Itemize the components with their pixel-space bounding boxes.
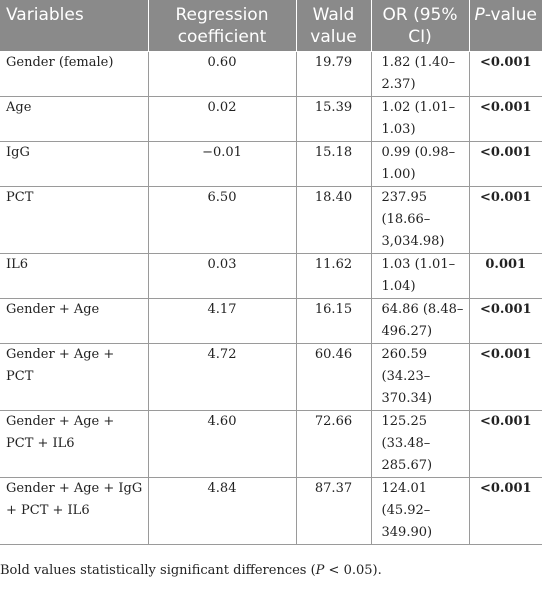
cell-variable: Gender + Age + PCT + IL6: [0, 410, 149, 478]
cell-odds-ratio: 1.82 (1.40–2.37): [371, 51, 470, 97]
cell-coefficient: 0.60: [148, 51, 297, 97]
cell-wald: 16.15: [296, 298, 372, 344]
cell-variable: Gender + Age + PCT: [0, 343, 149, 411]
cell-p-value: <0.001: [469, 477, 542, 545]
table-row: Gender + Age + PCT 4.72 60.46 260.59 (34…: [0, 343, 542, 411]
cell-p-value: <0.001: [469, 410, 542, 478]
table-row: Gender + Age + IgG + PCT + IL6 4.84 87.3…: [0, 477, 542, 545]
cell-coefficient: 4.17: [148, 298, 297, 344]
cell-variable: IgG: [0, 141, 149, 187]
cell-p-value: <0.001: [469, 186, 542, 254]
cell-wald: 15.39: [296, 96, 372, 142]
cell-p-value: <0.001: [469, 96, 542, 142]
cell-wald: 72.66: [296, 410, 372, 478]
header-wald-value: Wald value: [296, 0, 372, 52]
cell-coefficient: 4.84: [148, 477, 297, 545]
cell-variable: Gender + Age: [0, 298, 149, 344]
cell-odds-ratio: 64.86 (8.48–496.27): [371, 298, 470, 344]
cell-p-value: <0.001: [469, 343, 542, 411]
cell-variable: IL6: [0, 253, 149, 299]
cell-variable: Gender (female): [0, 51, 149, 97]
cell-p-value: <0.001: [469, 298, 542, 344]
cell-wald: 60.46: [296, 343, 372, 411]
cell-coefficient: −0.01: [148, 141, 297, 187]
cell-p-value: 0.001: [469, 253, 542, 299]
table-row: IgG −0.01 15.18 0.99 (0.98–1.00) <0.001: [0, 141, 542, 187]
table-footnote: Bold values statistically significant di…: [0, 563, 382, 578]
cell-coefficient: 0.03: [148, 253, 297, 299]
cell-odds-ratio: 1.02 (1.01–1.03): [371, 96, 470, 142]
cell-odds-ratio: 260.59 (34.23–370.34): [371, 343, 470, 411]
cell-wald: 87.37: [296, 477, 372, 545]
cell-wald: 11.62: [296, 253, 372, 299]
table-row: IL6 0.03 11.62 1.03 (1.01–1.04) 0.001: [0, 253, 542, 299]
cell-coefficient: 0.02: [148, 96, 297, 142]
cell-variable: Gender + Age + IgG + PCT + IL6: [0, 477, 149, 545]
cell-coefficient: 4.60: [148, 410, 297, 478]
header-regression-coefficient: Regression coefficient: [148, 0, 297, 52]
header-p-letter: P: [474, 5, 485, 25]
header-odds-ratio-ci: OR (95% CI): [371, 0, 470, 52]
cell-odds-ratio: 1.03 (1.01–1.04): [371, 253, 470, 299]
cell-odds-ratio: 125.25 (33.48–285.67): [371, 410, 470, 478]
cell-odds-ratio: 237.95 (18.66–3,034.98): [371, 186, 470, 254]
footnote-p-letter: P: [315, 563, 325, 578]
header-variables: Variables: [0, 0, 149, 52]
table-row: Gender + Age 4.17 16.15 64.86 (8.48–496.…: [0, 298, 542, 344]
table-row: Gender (female) 0.60 19.79 1.82 (1.40–2.…: [0, 51, 542, 97]
cell-variable: Age: [0, 96, 149, 142]
cell-odds-ratio: 124.01 (45.92–349.90): [371, 477, 470, 545]
cell-p-value: <0.001: [469, 141, 542, 187]
cell-wald: 18.40: [296, 186, 372, 254]
cell-coefficient: 6.50: [148, 186, 297, 254]
header-p-suffix: -value: [484, 5, 537, 25]
regression-table: Variables Regression coefficient Wald va…: [0, 0, 542, 545]
footnote-text-end: < 0.05).: [324, 563, 382, 578]
table-header-row: Variables Regression coefficient Wald va…: [0, 0, 542, 52]
header-p-value: P-value: [469, 0, 542, 52]
table-row: Gender + Age + PCT + IL6 4.60 72.66 125.…: [0, 410, 542, 478]
table-row: Age 0.02 15.39 1.02 (1.01–1.03) <0.001: [0, 96, 542, 142]
cell-p-value: <0.001: [469, 51, 542, 97]
cell-odds-ratio: 0.99 (0.98–1.00): [371, 141, 470, 187]
cell-variable: PCT: [0, 186, 149, 254]
cell-wald: 19.79: [296, 51, 372, 97]
table-row: PCT 6.50 18.40 237.95 (18.66–3,034.98) <…: [0, 186, 542, 254]
footnote-text-start: Bold values statistically significant di…: [0, 563, 316, 578]
cell-coefficient: 4.72: [148, 343, 297, 411]
cell-wald: 15.18: [296, 141, 372, 187]
